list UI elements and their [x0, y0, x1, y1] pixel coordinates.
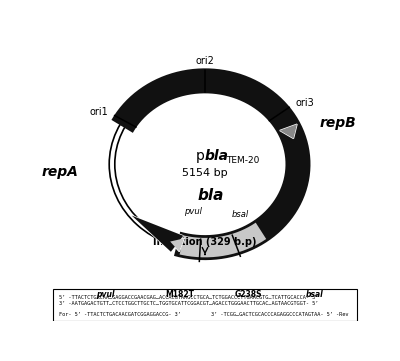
Text: bsal: bsal [232, 210, 249, 219]
Text: TEM-20: TEM-20 [226, 156, 260, 165]
Text: 5154 bp: 5154 bp [182, 168, 228, 178]
Text: ori2: ori2 [196, 56, 214, 66]
Text: pvul: pvul [184, 206, 202, 216]
Polygon shape [280, 124, 297, 139]
Text: repA: repA [41, 165, 78, 179]
Text: 5’ -TTACTCTGACAA…GAGGACCGAACGAG…ACCACGTAAGCCTGCA…TCTGGACCCTTGAACGTG…TCATTGCACCA-: 5’ -TTACTCTGACAA…GAGGACCGAACGAG…ACCACGTA… [59, 295, 319, 300]
Text: 3’ -TCGG…GACTCGCACCCAGAGGCCCATAGTAA- 5’ -Rev: 3’ -TCGG…GACTCGCACCCAGAGGCCCATAGTAA- 5’ … [211, 312, 349, 317]
Text: M182T: M182T [166, 290, 195, 299]
Text: bla: bla [198, 188, 224, 203]
Text: pvul: pvul [96, 290, 115, 299]
Text: bla: bla [205, 149, 229, 163]
Text: bsal: bsal [306, 290, 324, 299]
Text: ori1: ori1 [89, 107, 108, 117]
Text: G238S: G238S [235, 290, 262, 299]
Text: Insertion (329 b.p): Insertion (329 b.p) [153, 237, 257, 247]
Polygon shape [170, 238, 184, 252]
Text: p: p [196, 149, 205, 163]
Text: For- 5’ -TTACTCTGACAACGATCGGAGGACCG- 3’: For- 5’ -TTACTCTGACAACGATCGGAGGACCG- 3’ [59, 312, 181, 317]
Text: ori3: ori3 [295, 98, 314, 108]
Text: 3’ -AATGAGACTGTT…CTCCTGGCTTGCTC…TGGTGCATTCGGACGT…AGACCTGGGAACTTGCAC…AGTAACGTGGT-: 3’ -AATGAGACTGTT…CTCCTGGCTTGCTC…TGGTGCAT… [59, 301, 319, 306]
Text: repB: repB [320, 116, 357, 130]
Polygon shape [132, 216, 183, 252]
Bar [53, 289, 357, 321]
